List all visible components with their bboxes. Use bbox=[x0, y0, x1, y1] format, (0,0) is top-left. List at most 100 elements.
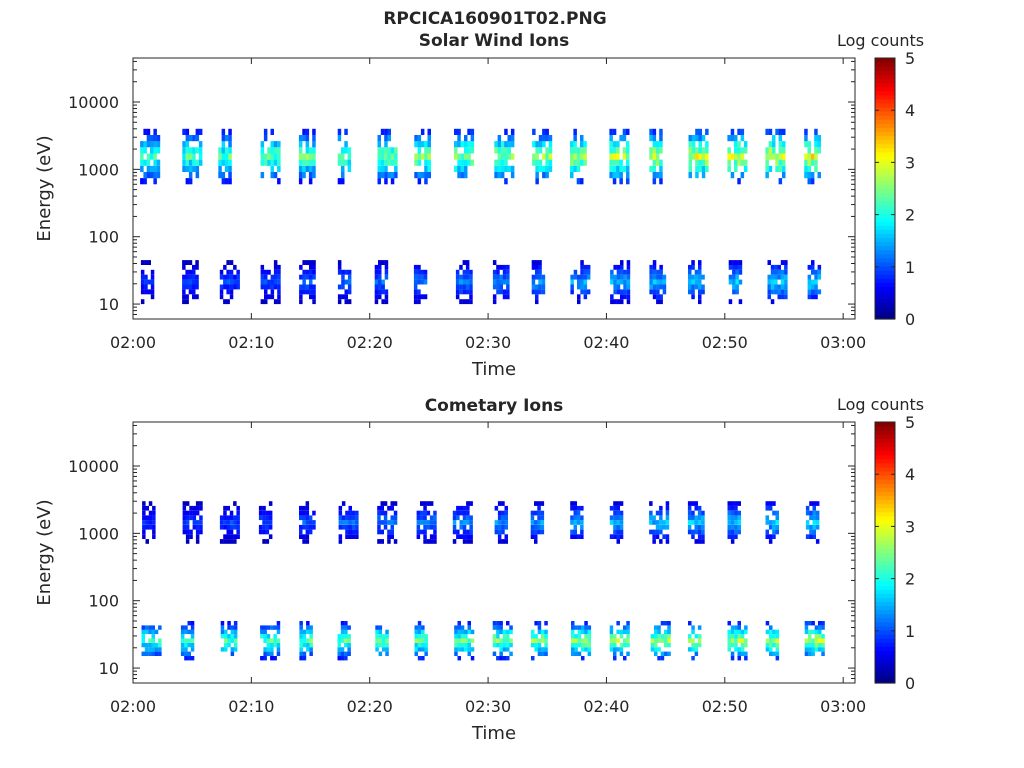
heatmap-cell bbox=[580, 178, 584, 185]
heatmap-cell bbox=[182, 294, 186, 300]
heatmap-cell bbox=[574, 625, 578, 630]
heatmap-cell bbox=[573, 501, 577, 506]
heatmap-cell bbox=[302, 135, 306, 142]
heatmap-cell bbox=[548, 153, 553, 160]
heatmap-cell bbox=[459, 284, 463, 290]
heatmap-cell bbox=[312, 165, 316, 172]
heatmap-cell bbox=[218, 172, 222, 179]
heatmap-cell bbox=[228, 159, 232, 166]
heatmap-cell bbox=[156, 147, 161, 154]
x-tick-label: 03:00 bbox=[820, 333, 866, 352]
heatmap-cell bbox=[460, 638, 465, 643]
heatmap-cell bbox=[616, 524, 620, 530]
heatmap-cell bbox=[312, 172, 316, 179]
heatmap-cell bbox=[150, 274, 155, 280]
colorbar-segment bbox=[875, 94, 895, 100]
heatmap-cell bbox=[810, 153, 815, 160]
heatmap-cell bbox=[765, 505, 769, 511]
heatmap-cell bbox=[427, 159, 431, 166]
heatmap-cell bbox=[687, 510, 692, 516]
y-tick-label: 10 bbox=[99, 295, 119, 314]
heatmap-cell bbox=[573, 534, 577, 539]
heatmap-cell bbox=[688, 647, 692, 652]
heatmap-cell bbox=[220, 625, 225, 630]
heatmap-cell bbox=[424, 147, 428, 154]
colorbar-segment bbox=[875, 278, 895, 283]
heatmap-cell bbox=[276, 638, 281, 643]
heatmap-cell bbox=[469, 515, 473, 521]
heatmap-cell bbox=[277, 299, 281, 305]
heatmap-cell bbox=[652, 178, 657, 185]
heatmap-cell bbox=[466, 534, 470, 539]
heatmap-cell bbox=[775, 638, 780, 643]
heatmap-cell bbox=[654, 647, 658, 652]
heatmap-cell bbox=[494, 165, 498, 172]
heatmap-cell bbox=[782, 147, 786, 154]
heatmap-cell bbox=[810, 172, 815, 179]
heatmap-cell bbox=[384, 147, 388, 154]
heatmap-cell bbox=[470, 647, 475, 652]
heatmap-cell bbox=[264, 269, 268, 275]
heatmap-cell bbox=[737, 529, 741, 535]
heatmap-cell bbox=[573, 135, 577, 142]
colorbar-segment bbox=[875, 188, 895, 194]
heatmap-cell bbox=[538, 159, 543, 166]
heatmap-cell bbox=[338, 534, 343, 539]
heatmap-cell bbox=[730, 515, 735, 521]
heatmap-cell bbox=[535, 264, 539, 270]
heatmap-cell bbox=[697, 529, 702, 535]
heatmap-cell bbox=[620, 289, 624, 295]
colorbar-segment bbox=[875, 523, 895, 529]
heatmap-cell bbox=[273, 269, 278, 275]
heatmap-cell bbox=[467, 647, 471, 652]
heatmap-cell bbox=[502, 629, 507, 635]
heatmap-cell bbox=[576, 165, 581, 172]
heatmap-cell bbox=[414, 642, 418, 648]
heatmap-cell bbox=[309, 651, 313, 656]
heatmap-cell bbox=[665, 515, 670, 521]
heatmap-cell bbox=[417, 147, 422, 154]
heatmap-cell bbox=[195, 284, 199, 290]
heatmap-cell bbox=[652, 135, 657, 142]
heatmap-cell bbox=[667, 629, 671, 635]
heatmap-cell bbox=[384, 141, 388, 148]
heatmap-cell bbox=[273, 299, 278, 305]
heatmap-cell bbox=[452, 529, 457, 535]
heatmap-cell bbox=[574, 647, 578, 652]
heatmap-cell bbox=[377, 529, 381, 535]
heatmap-cell bbox=[312, 141, 316, 148]
heatmap-cell bbox=[688, 147, 692, 154]
heatmap-cell bbox=[140, 284, 145, 290]
heatmap-cell bbox=[195, 147, 200, 154]
heatmap-cell bbox=[312, 524, 316, 530]
heatmap-cell bbox=[150, 269, 155, 275]
heatmap-cell bbox=[738, 299, 743, 305]
colorbar-segment bbox=[875, 282, 895, 287]
heatmap-cell bbox=[619, 629, 624, 635]
heatmap-cell bbox=[810, 178, 815, 185]
plot-frame bbox=[132, 421, 856, 684]
colorbar-tick-label: 1 bbox=[905, 258, 915, 277]
heatmap-cell bbox=[497, 159, 502, 166]
heatmap-cell bbox=[623, 284, 627, 290]
colorbar-tick-label: 3 bbox=[905, 517, 915, 536]
heatmap-cell bbox=[542, 165, 546, 172]
heatmap-cell bbox=[188, 153, 193, 160]
heatmap-cell bbox=[537, 501, 541, 506]
heatmap-cell bbox=[227, 638, 231, 643]
heatmap-cell bbox=[770, 269, 775, 275]
heatmap-cell bbox=[650, 647, 655, 652]
heatmap-cell bbox=[583, 289, 588, 295]
heatmap-cell bbox=[264, 294, 268, 300]
heatmap-cell bbox=[145, 515, 149, 521]
heatmap-cell bbox=[649, 264, 653, 270]
heatmap-cell bbox=[148, 625, 152, 630]
heatmap-cell bbox=[424, 638, 428, 643]
heatmap-cell bbox=[424, 165, 428, 172]
heatmap-cell bbox=[337, 294, 342, 300]
heatmap-cell bbox=[623, 289, 627, 295]
heatmap-cell bbox=[655, 172, 660, 179]
heatmap-cell bbox=[492, 284, 497, 290]
heatmap-cell bbox=[299, 647, 303, 652]
heatmap-cell bbox=[502, 279, 507, 285]
